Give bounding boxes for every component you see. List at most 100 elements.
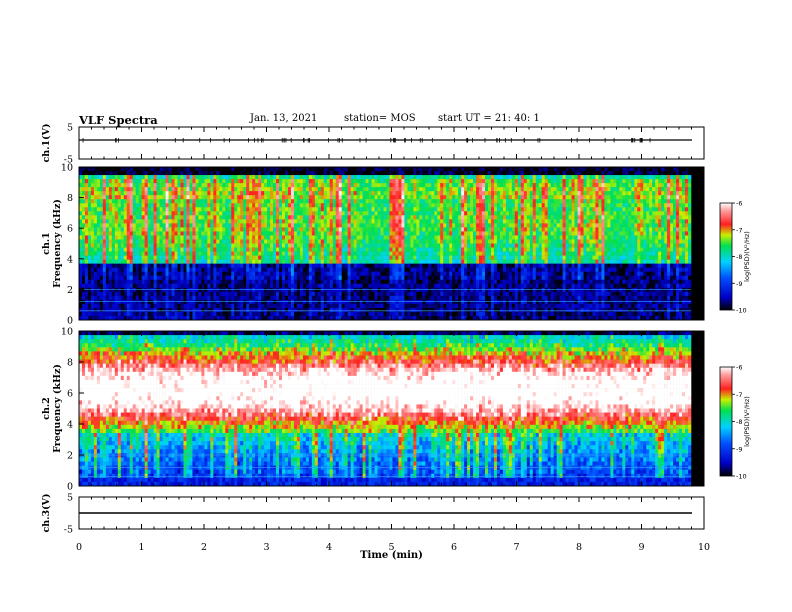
ch1-spectrogram-cell: [395, 243, 399, 248]
ch1-spectrogram-cell: [240, 203, 244, 208]
ch1-spectrogram-cell: [401, 223, 405, 228]
ch1-spectrogram-cell: [198, 251, 202, 256]
ch1-spectrogram-cell: [165, 183, 169, 188]
ch1-spectrogram-cell: [120, 175, 125, 180]
ch1-spectrogram-cell: [353, 247, 357, 252]
ch1-spectrogram-cell: [383, 191, 387, 196]
ch1-spectrogram-cell: [240, 239, 244, 244]
ch1-spectrogram-cell: [359, 315, 363, 321]
ch1-spectrogram-cell: [264, 259, 268, 264]
ch1-spectrogram-cell: [440, 207, 444, 212]
ch1-spectrogram-cell: [105, 223, 110, 228]
ch1-spectrogram-cell: [264, 231, 268, 236]
ch1-spectrogram-cell: [189, 175, 193, 180]
ch1-spectrogram-cell: [347, 203, 351, 208]
ch1-spectrogram-cell: [317, 279, 322, 285]
ch1-spectrogram-cell: [398, 171, 402, 176]
ch1-spectrogram-cell: [135, 239, 140, 244]
ch1-spectrogram-cell: [129, 263, 134, 268]
ch1-spectrogram-cell: [344, 179, 348, 184]
ch1-spectrogram-cell: [210, 191, 214, 196]
ch1-spectrogram-cell: [261, 179, 265, 184]
ch1-spectrogram-cell: [404, 223, 408, 228]
ch1-spectrogram-cell: [87, 215, 92, 220]
ch1-spectrogram-cell: [273, 311, 277, 317]
ch1-spectrogram-cell: [180, 219, 184, 224]
ch1-spectrogram-cell: [192, 187, 196, 192]
ch1-spectrogram-cell: [79, 167, 83, 172]
ch1-spectrogram-cell: [213, 207, 217, 212]
ch1-spectrogram-cell: [111, 275, 116, 281]
ch1-spectrogram-cell: [350, 287, 354, 293]
ch1-spectrogram-cell: [120, 167, 125, 172]
ch1-spectrogram-cell: [165, 239, 169, 244]
ch1-spectrogram-cell: [204, 311, 208, 317]
ch1-spectrogram-cell: [407, 315, 411, 321]
ch1-spectrogram-cell: [171, 219, 175, 224]
ch1-spectrogram-cell: [225, 267, 229, 272]
ch1-spectrogram-cell: [168, 183, 172, 188]
ch1-spectrogram-cell: [234, 311, 238, 317]
ch1-spectrogram-cell: [296, 275, 301, 281]
ch1-spectrogram-cell: [428, 283, 432, 289]
ch1-spectrogram-cell: [290, 271, 295, 277]
ch1-spectrogram-cell: [183, 303, 187, 309]
ch1-spectrogram-cell: [183, 231, 187, 236]
ch1-spectrogram-cell: [287, 243, 292, 248]
ch1-spectrogram-cell: [132, 187, 137, 192]
ch1-spectrogram-cell: [186, 291, 190, 297]
ch1-spectrogram-cell: [183, 255, 187, 260]
ch1-spectrogram-cell: [287, 275, 292, 281]
ch1-spectrogram-cell: [276, 239, 280, 244]
ch1-spectrogram-cell: [290, 215, 295, 220]
ch1-spectrogram-cell: [243, 243, 247, 248]
ch1-spectrogram-cell: [150, 275, 154, 281]
ch1-spectrogram-cell: [404, 191, 408, 196]
ch1-spectrogram-cell: [108, 175, 113, 180]
ch1-spectrogram-cell: [267, 195, 271, 200]
ch1-spectrogram-cell: [419, 203, 423, 208]
ch1-spectrogram-cell: [102, 255, 107, 260]
ch1-spectrogram-cell: [383, 315, 387, 321]
ch1-spectrogram-cell: [135, 295, 140, 301]
ch1-spectrogram-cell: [225, 219, 229, 224]
ch1-spectrogram-cell: [287, 279, 292, 285]
ch1-spectrogram-cell: [219, 223, 223, 228]
ch1-spectrogram-cell: [282, 251, 286, 256]
ch1-spectrogram-cell: [314, 215, 319, 220]
ch1-spectrogram-cell: [177, 291, 181, 297]
ch1-spectrogram-cell: [81, 263, 86, 268]
ch1-spectrogram-cell: [386, 267, 390, 272]
ch1-spectrogram-cell: [401, 183, 405, 188]
ch1-spectrogram-cell: [195, 235, 199, 240]
ch1-spectrogram-cell: [282, 203, 286, 208]
ch1-spectrogram-cell: [111, 183, 116, 188]
ch1-spectrogram-cell: [446, 247, 450, 252]
ch1-spectrogram-cell: [108, 191, 113, 196]
ch1-spectrogram-cell: [350, 271, 354, 277]
ch1-spectrogram-cell: [443, 307, 447, 313]
ch1-spectrogram-cell: [240, 215, 244, 220]
ch1-spectrogram-cell: [183, 167, 187, 172]
ch1-spectrogram-cell: [234, 175, 238, 180]
ch1-spectrogram-cell: [216, 219, 220, 224]
ch1-spectrogram-cell: [308, 263, 313, 268]
ch1-spectrogram-cell: [87, 195, 92, 200]
ch1-spectrogram-cell: [380, 311, 384, 317]
ch1-spectrogram-cell: [317, 307, 322, 313]
ch1-spectrogram-cell: [186, 195, 190, 200]
ch1-spectrogram-cell: [359, 231, 363, 236]
ch1-spectrogram-cell: [180, 307, 184, 313]
ch1-spectrogram-cell: [329, 303, 334, 309]
ch1-spectrogram-cell: [282, 287, 286, 293]
ch1-spectrogram-cell: [374, 223, 378, 228]
ch1-spectrogram-cell: [290, 199, 295, 204]
ch1-spectrogram-cell: [338, 183, 343, 188]
ch1-spectrogram-cell: [141, 303, 145, 309]
ch1-spectrogram-cell: [108, 275, 113, 281]
ch1-spectrogram-cell: [168, 175, 172, 180]
ch1-spectrogram-cell: [344, 267, 348, 272]
ch1-spectrogram-cell: [338, 255, 343, 260]
ch1-spectrogram-cell: [389, 179, 393, 184]
ch1-spectrogram-cell: [359, 239, 363, 244]
